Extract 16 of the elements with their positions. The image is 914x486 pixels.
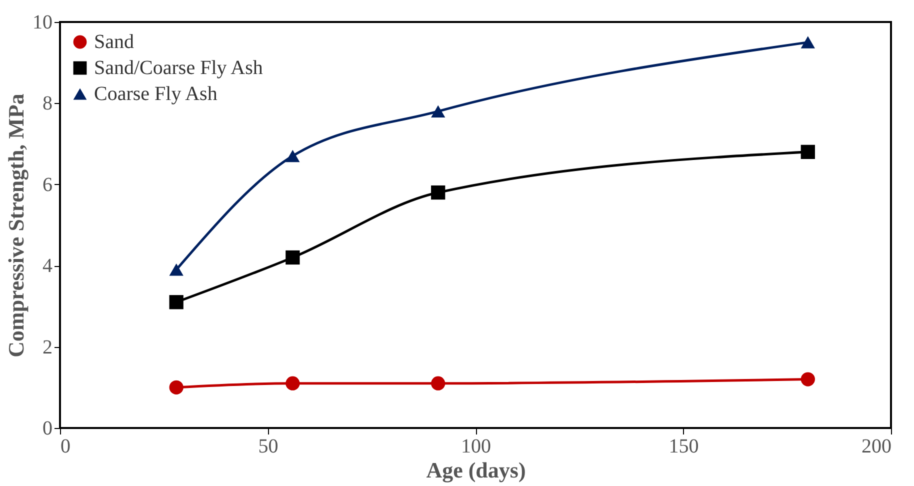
legend-label: Sand (94, 31, 134, 53)
y-tick-label: 2 (42, 336, 52, 358)
x-tick-label: 0 (60, 436, 70, 458)
x-tick-label: 200 (862, 436, 892, 458)
y-tick-label: 0 (42, 418, 52, 440)
y-axis-title: Compressive Strength, MPa (4, 94, 28, 358)
x-tick-label: 150 (668, 436, 699, 458)
y-tick-label: 4 (42, 255, 52, 278)
legend-label: Coarse Fly Ash (94, 83, 218, 105)
x-axis-title: Age (days) (426, 458, 526, 482)
x-tick-label: 100 (461, 436, 491, 458)
y-tick-label: 8 (42, 92, 52, 115)
legend-label: Sand/Coarse Fly Ash (94, 57, 263, 79)
y-tick-label: 10 (32, 12, 52, 34)
x-tick-label: 50 (258, 436, 278, 458)
y-tick-label: 6 (42, 174, 52, 196)
